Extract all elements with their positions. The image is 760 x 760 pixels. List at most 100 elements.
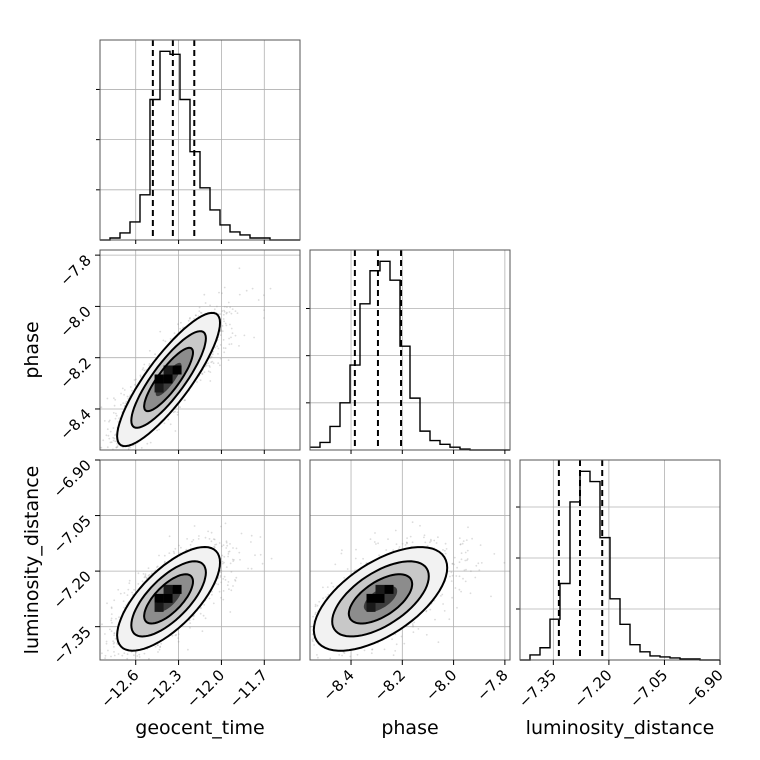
scatter-point — [167, 418, 170, 421]
scatter-point — [466, 559, 468, 562]
scatter-panel-geocent_time-vs-luminosity_distance — [92, 459, 301, 670]
scatter-point — [303, 637, 305, 639]
scatter-point — [210, 540, 213, 543]
scatter-point — [133, 654, 135, 657]
scatter-point — [110, 441, 113, 444]
y-tick-label-phase: −8.2 — [56, 354, 94, 392]
scatter-point — [404, 544, 407, 546]
scatter-point — [97, 624, 99, 626]
scatter-point — [451, 574, 454, 577]
scatter-point — [210, 355, 213, 358]
scatter-point — [172, 411, 175, 414]
scatter-point — [259, 536, 262, 538]
scatter-point — [171, 634, 174, 637]
scatter-point — [189, 544, 192, 546]
scatter-point — [105, 640, 108, 643]
scatter-point — [213, 308, 216, 311]
scatter-point — [296, 586, 298, 588]
scatter-point — [184, 399, 187, 402]
scatter-point — [460, 552, 463, 555]
scatter-point — [222, 313, 225, 316]
scatter-point — [208, 597, 211, 600]
scatter-point — [400, 635, 403, 638]
scatter-point — [220, 334, 222, 336]
scatter-point — [141, 580, 144, 583]
scatter-point — [230, 343, 233, 345]
scatter-point — [458, 537, 461, 540]
scatter-point — [346, 568, 349, 570]
scatter-point — [221, 554, 224, 557]
scatter-point — [102, 439, 105, 442]
contour-line-1 — [331, 560, 430, 638]
scatter-point — [316, 654, 318, 656]
scatter-point — [104, 657, 106, 659]
scatter-point — [101, 652, 103, 655]
scatter-point — [451, 563, 454, 565]
scatter-point — [231, 308, 234, 310]
scatter-point — [305, 610, 307, 612]
scatter-point — [188, 317, 191, 320]
scatter-point — [444, 552, 447, 555]
scatter-point — [226, 584, 229, 587]
y-tick-label-phase: −8.4 — [56, 405, 94, 443]
scatter-point — [360, 562, 362, 565]
x-tick-label-phase: −8.4 — [319, 666, 357, 704]
contour-line-0 — [116, 545, 222, 652]
scatter-point — [228, 337, 231, 340]
scatter-point — [308, 598, 310, 600]
scatter-point — [140, 665, 142, 667]
scatter-point — [185, 548, 188, 551]
contour-line-2 — [143, 346, 195, 413]
scatter-point — [394, 529, 397, 532]
scatter-point — [113, 397, 115, 400]
scatter-point — [225, 540, 228, 543]
scatter-point — [121, 387, 124, 390]
scatter-point — [179, 406, 181, 409]
x-tick-label-luminosity_distance: −7.35 — [515, 666, 560, 711]
scatter-point — [226, 544, 229, 547]
scatter-point — [115, 461, 117, 463]
scatter-point — [210, 531, 213, 534]
scatter-point — [110, 607, 113, 610]
density-peak-block — [384, 584, 394, 594]
scatter-point — [434, 618, 436, 621]
scatter-point — [229, 306, 232, 309]
scatter-point — [149, 441, 152, 444]
scatter-point — [411, 521, 414, 524]
scatter-point — [314, 611, 317, 614]
scatter-point — [124, 402, 127, 405]
scatter-point — [113, 437, 116, 440]
scatter-point — [110, 619, 113, 622]
scatter-point — [203, 293, 206, 296]
scatter-point — [148, 573, 151, 576]
scatter-point — [113, 632, 116, 634]
scatter-point — [458, 575, 461, 578]
scatter-point — [469, 592, 472, 595]
scatter-point — [444, 542, 447, 545]
scatter-point — [385, 549, 388, 551]
scatter-point — [444, 549, 446, 552]
scatter-point — [108, 437, 111, 440]
scatter-point — [223, 311, 226, 313]
scatter-point — [96, 635, 98, 637]
scatter-point — [363, 649, 366, 652]
scatter-point — [341, 549, 343, 552]
scatter-point — [168, 552, 171, 554]
scatter-point — [245, 289, 248, 292]
scatter-point — [223, 286, 226, 289]
scatter-point — [92, 668, 94, 670]
scatter-point — [198, 535, 200, 537]
scatter-point — [126, 657, 129, 660]
scatter-point — [207, 530, 210, 533]
scatter-point — [230, 312, 233, 315]
scatter-point — [477, 562, 480, 565]
scatter-point — [394, 650, 397, 652]
y-tick-label-luminosity_distance: −7.05 — [50, 512, 95, 557]
scatter-point — [164, 340, 167, 343]
scatter-point — [270, 557, 273, 560]
scatter-point — [143, 363, 146, 366]
scatter-point — [228, 550, 231, 553]
scatter-point — [229, 323, 231, 326]
scatter-point — [413, 621, 416, 624]
scatter-point — [219, 313, 222, 315]
